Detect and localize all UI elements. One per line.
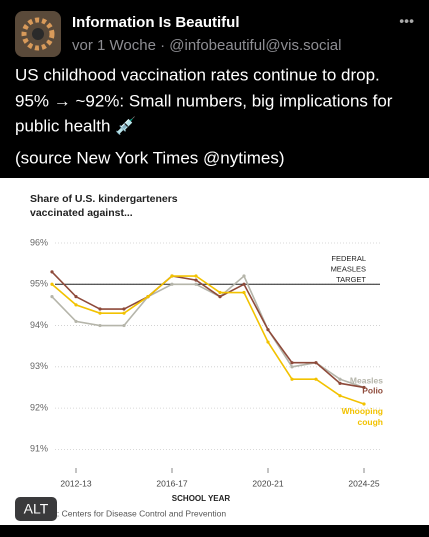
target-label: FEDERAL	[331, 254, 366, 263]
y-tick-label: 95%	[30, 279, 48, 289]
point	[74, 303, 78, 307]
alt-badge-text[interactable]: ALT	[24, 501, 49, 517]
point	[50, 295, 54, 299]
post-text: 95% → ~92%: Small numbers, big implicati…	[15, 91, 393, 110]
chart-title: Share of U.S. kindergarteners	[30, 193, 178, 205]
series-label: Whooping cough	[341, 406, 383, 427]
point	[122, 307, 126, 311]
series-label: Polio	[362, 385, 383, 395]
point	[194, 282, 198, 286]
point	[242, 290, 246, 295]
point	[290, 365, 294, 369]
y-tick-label: 94%	[30, 320, 48, 330]
point	[146, 295, 150, 299]
x-tick-label: 2012-13	[60, 478, 91, 488]
point	[362, 385, 366, 390]
point	[194, 278, 198, 282]
point	[98, 311, 102, 315]
point	[98, 307, 102, 311]
point	[290, 361, 294, 365]
target-label: MEASLES	[331, 264, 366, 273]
point	[362, 402, 366, 406]
point	[266, 328, 270, 332]
point	[218, 290, 222, 295]
point	[74, 295, 78, 299]
y-tick-label: 92%	[30, 402, 48, 412]
point	[218, 295, 222, 299]
post-text: public health 💉	[15, 115, 136, 135]
chart-title: vaccinated against...	[30, 207, 133, 219]
chart-image[interactable]	[0, 178, 429, 525]
point	[338, 394, 342, 398]
post-source: (source New York Times @nytimes)	[15, 148, 285, 167]
menu-button[interactable]: •••	[399, 13, 414, 29]
x-tick-label: 2020-21	[252, 478, 283, 488]
point	[122, 323, 126, 328]
x-axis-label: SCHOOL YEAR	[172, 494, 231, 503]
point	[242, 274, 246, 278]
point	[338, 381, 342, 385]
point	[314, 377, 318, 381]
point	[290, 377, 294, 381]
point	[314, 361, 318, 365]
chart-source: Source: Centers for Disease Control and …	[30, 508, 226, 518]
point	[194, 274, 198, 278]
avatar[interactable]	[15, 11, 61, 57]
point	[74, 319, 78, 324]
point	[50, 282, 54, 286]
y-tick-label: 96%	[30, 237, 48, 247]
point	[170, 274, 174, 278]
x-tick-label: 2024-25	[348, 478, 379, 488]
point	[242, 282, 246, 286]
y-tick-label: 91%	[30, 444, 48, 454]
point	[50, 270, 54, 274]
point	[338, 377, 342, 381]
point	[170, 282, 174, 286]
series-label: Measles	[350, 375, 383, 385]
post-meta: vor 1 Woche · @infobeautiful@vis.social	[72, 37, 341, 54]
point	[122, 311, 126, 315]
author[interactable]: Information Is Beautiful	[72, 14, 240, 31]
series-line	[51, 275, 365, 405]
avatar-ring	[21, 17, 55, 51]
post-text: US childhood vaccination rates continue …	[15, 65, 380, 84]
series-line	[51, 271, 365, 389]
avatar-center	[32, 28, 44, 40]
target-label: TARGET	[336, 275, 366, 284]
point	[266, 340, 270, 344]
point	[98, 323, 102, 328]
alt-badge[interactable]	[15, 497, 57, 521]
y-tick-label: 93%	[30, 361, 48, 371]
x-tick-label: 2016-17	[156, 478, 187, 488]
